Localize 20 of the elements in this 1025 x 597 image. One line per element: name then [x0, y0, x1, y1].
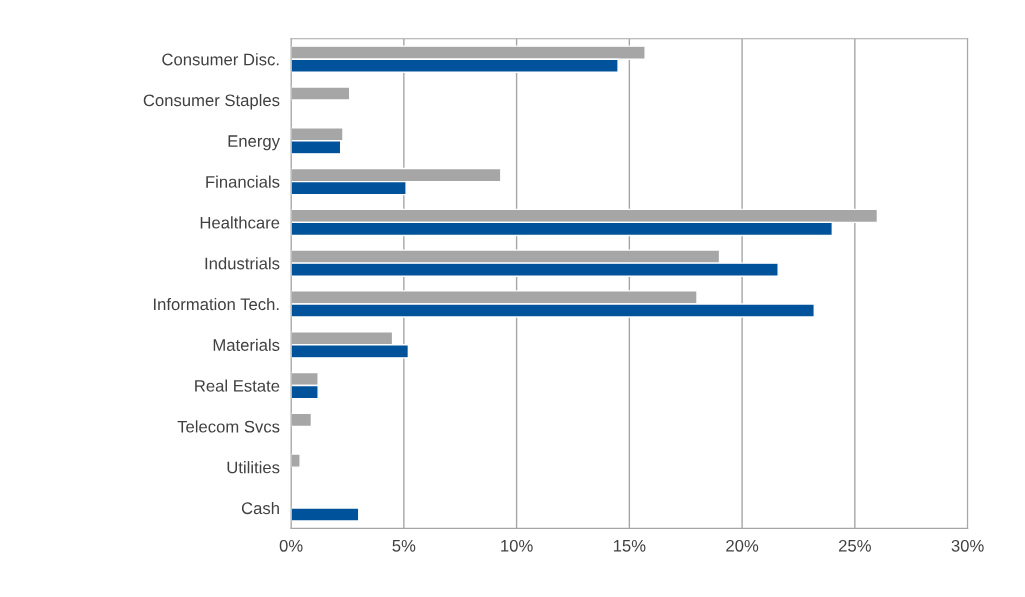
- y-tick-label: Consumer Staples: [143, 93, 280, 110]
- y-tick-label: Cash: [241, 501, 279, 515]
- y-tick-label: Financials: [206, 175, 280, 188]
- bar: [291, 507, 360, 522]
- y-tick-label: Utilities: [227, 461, 280, 474]
- y-tick-label: Real Estate: [195, 379, 280, 392]
- y-tick-label: Materials: [213, 338, 280, 351]
- y-tick-label: Information Tech.: [154, 297, 279, 311]
- y-tick-label: Healthcare: [200, 216, 280, 229]
- y-tick-label: Consumer Disc.: [162, 53, 279, 66]
- x-tick-label: 25%: [839, 539, 871, 552]
- x-tick-label: 15%: [613, 539, 646, 552]
- y-tick-label: Industrials: [205, 257, 280, 270]
- x-tick-label: 10%: [501, 539, 533, 552]
- x-tick-label: 5%: [392, 539, 416, 552]
- x-tick-label: 20%: [726, 539, 759, 552]
- x-tick-label: 0%: [279, 539, 303, 552]
- y-tick-label: Energy: [228, 135, 280, 151]
- y-tick-label: Telecom Svcs: [177, 420, 280, 433]
- x-tick-label: 30%: [951, 539, 984, 552]
